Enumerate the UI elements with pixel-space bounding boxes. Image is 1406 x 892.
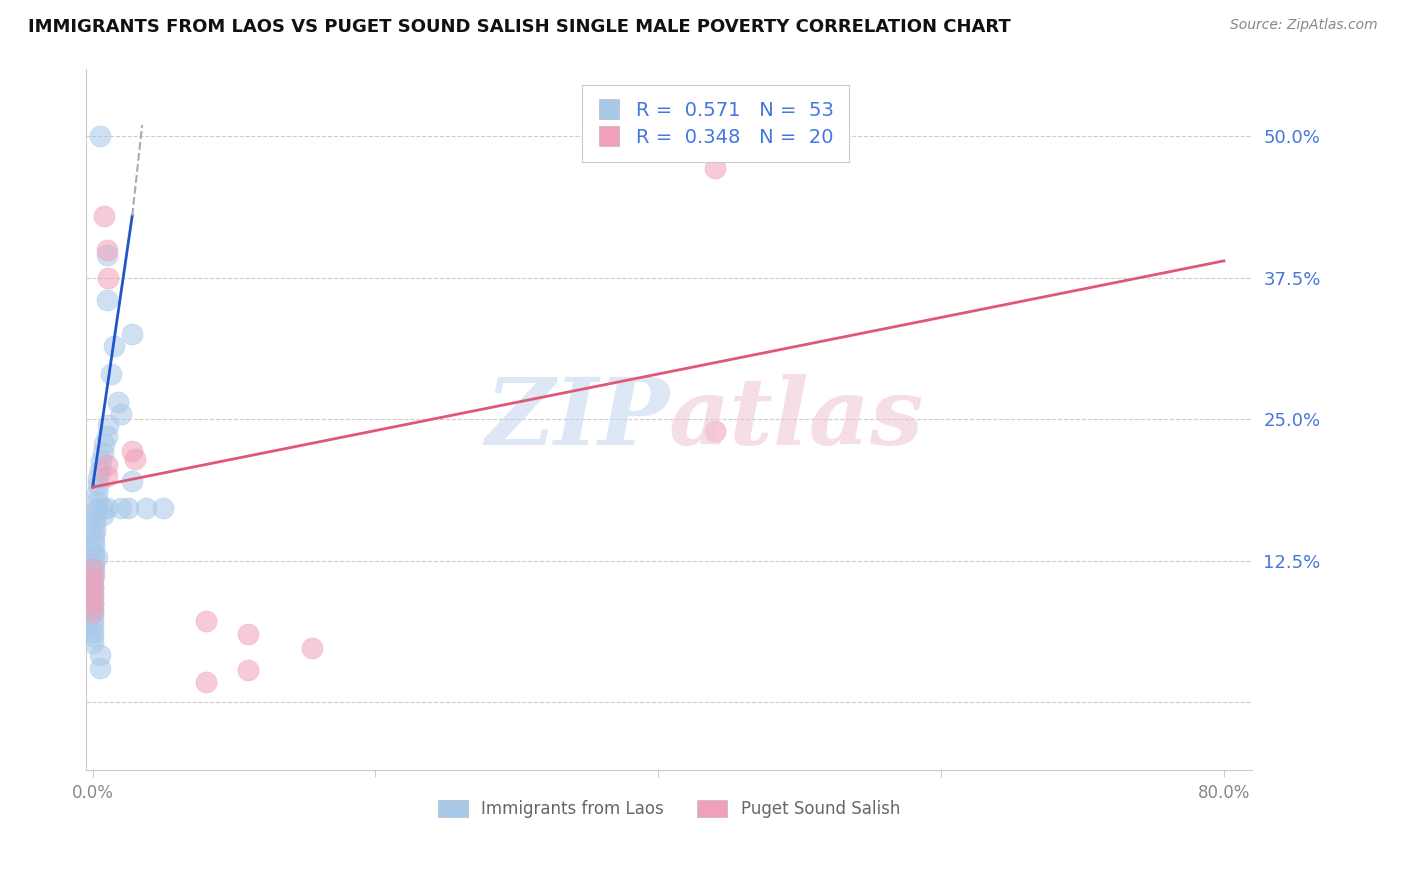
Point [82,584,104,599]
Point [91,446,114,460]
Point [82,630,104,644]
Point [110,500,132,515]
Point [703,424,725,438]
Point [84,523,107,537]
Point [83,527,105,541]
Point [121,444,143,458]
Point [110,407,132,421]
Point [82,605,104,619]
Point [93,437,115,451]
Point [82,624,104,639]
Point [82,561,104,575]
Point [87,471,110,485]
Point [100,367,122,381]
Point [238,664,260,678]
Point [82,607,104,621]
Point [82,614,104,628]
Point [86,500,108,515]
Point [89,463,111,477]
Point [117,500,139,515]
Text: ZIP: ZIP [485,375,669,464]
Point [83,534,105,549]
Point [83,557,105,571]
Point [86,550,108,565]
Point [89,129,111,144]
Point [83,546,105,560]
Point [82,636,104,650]
Point [82,591,104,605]
Point [91,500,114,515]
Point [90,454,112,468]
Point [121,327,143,342]
Point [91,508,114,523]
Text: atlas: atlas [669,375,924,464]
Point [703,161,725,175]
Point [152,500,174,515]
Point [121,475,143,489]
Point [82,618,104,632]
Point [93,209,115,223]
Point [82,596,104,610]
Point [97,270,120,285]
Point [87,478,110,492]
Text: Source: ZipAtlas.com: Source: ZipAtlas.com [1230,18,1378,32]
Point [135,500,157,515]
Point [96,458,118,472]
Point [96,243,118,257]
Point [83,539,105,553]
Point [194,614,217,628]
Point [83,550,105,565]
Point [82,588,104,602]
Point [89,648,111,662]
Point [301,640,323,655]
Point [194,674,217,689]
Point [86,485,108,500]
Point [82,573,104,587]
Point [96,468,118,483]
Point [84,505,107,519]
Point [82,596,104,610]
Text: IMMIGRANTS FROM LAOS VS PUGET SOUND SALISH SINGLE MALE POVERTY CORRELATION CHART: IMMIGRANTS FROM LAOS VS PUGET SOUND SALI… [28,18,1011,36]
Point [82,580,104,594]
Point [96,293,118,308]
Point [84,512,107,526]
Point [97,417,120,432]
Point [82,580,104,594]
Point [82,602,104,616]
Point [89,661,111,675]
Point [103,339,125,353]
Point [124,451,146,466]
Point [84,516,107,531]
Point [82,571,104,585]
Legend: Immigrants from Laos, Puget Sound Salish: Immigrants from Laos, Puget Sound Salish [432,793,907,825]
Point [83,568,105,582]
Point [86,493,108,508]
Point [107,395,129,409]
Point [238,627,260,641]
Point [83,561,105,575]
Point [96,248,118,262]
Point [96,500,118,515]
Point [96,429,118,443]
